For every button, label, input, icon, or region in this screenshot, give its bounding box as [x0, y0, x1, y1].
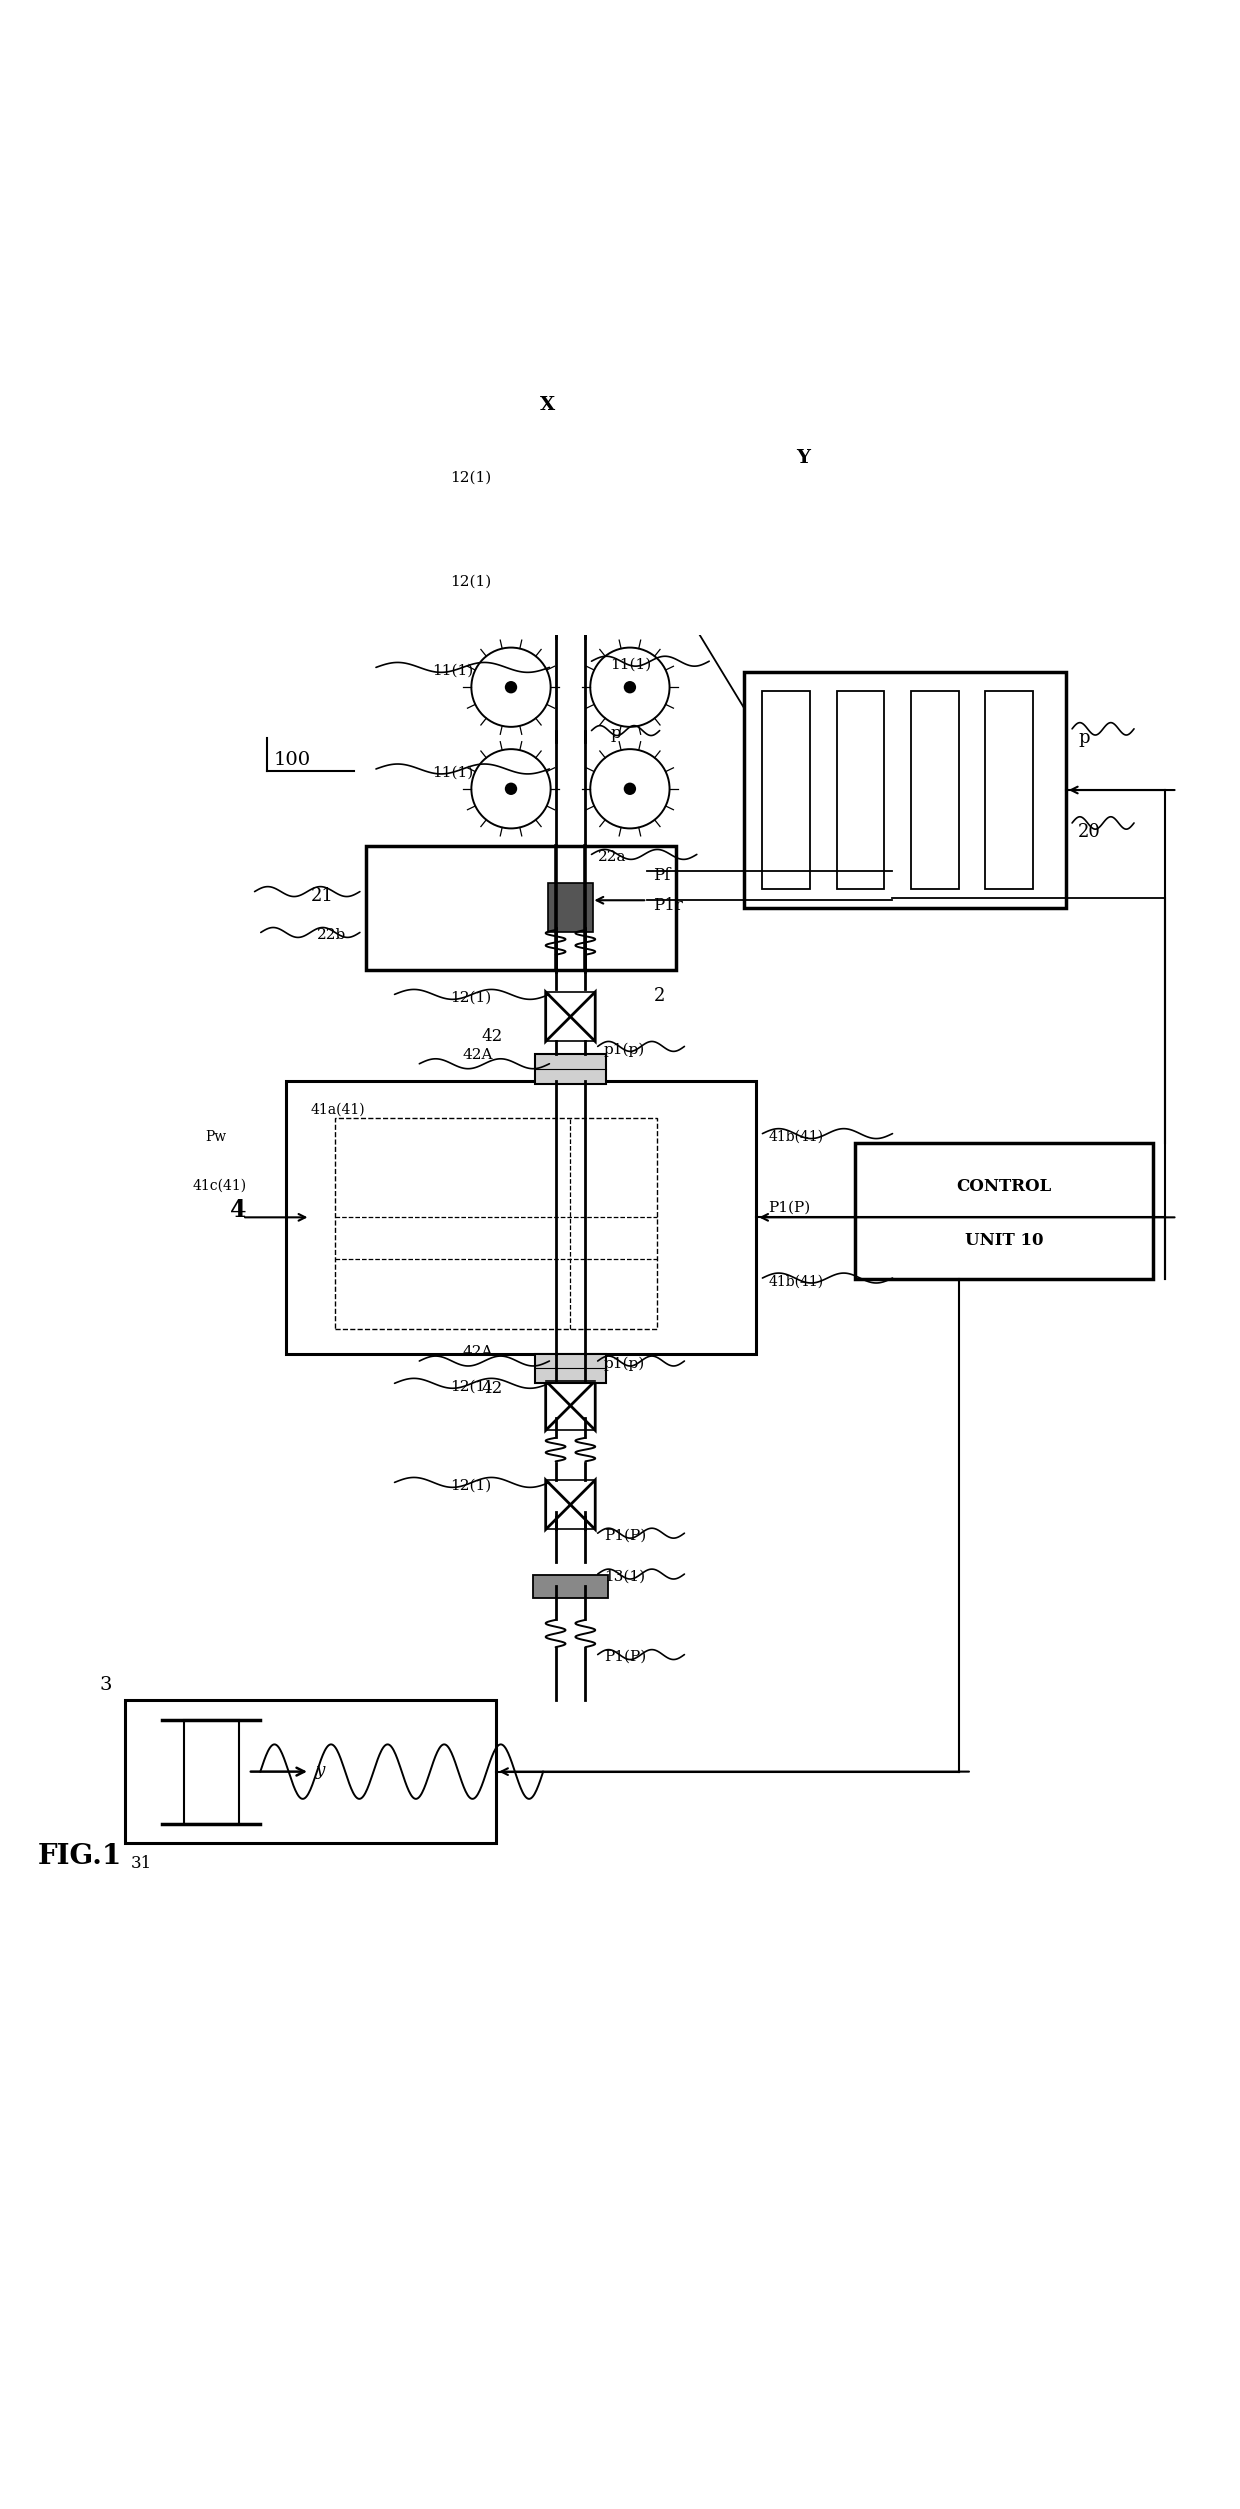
Bar [763, 690, 810, 888]
Text: p1(p): p1(p) [604, 1041, 645, 1056]
Text: 12(1): 12(1) [450, 472, 491, 484]
Text: FIG.1: FIG.1 [38, 1844, 122, 1869]
Bar [986, 690, 1033, 888]
Text: Pw: Pw [205, 1129, 226, 1144]
Circle shape [505, 680, 517, 692]
Text: P1(P): P1(P) [769, 1202, 811, 1214]
Bar [744, 672, 1066, 908]
Text: p1(p): p1(p) [604, 1357, 645, 1372]
Text: 42: 42 [481, 1380, 502, 1398]
Text: p: p [610, 725, 621, 743]
Text: 21: 21 [310, 888, 334, 906]
Text: 12(1): 12(1) [450, 1380, 491, 1392]
Text: 42A: 42A [463, 1049, 494, 1061]
Text: 22b: 22b [316, 928, 346, 941]
Bar [534, 1054, 606, 1084]
Bar [335, 1119, 657, 1330]
Circle shape [624, 680, 636, 692]
Text: UNIT 10: UNIT 10 [965, 1232, 1043, 1249]
Text: 100: 100 [273, 750, 310, 770]
Text: 13(1): 13(1) [604, 1568, 645, 1583]
Bar [533, 1576, 608, 1598]
Circle shape [505, 783, 517, 795]
Text: 2: 2 [653, 986, 665, 1004]
Bar [837, 690, 884, 888]
Bar [534, 1352, 606, 1382]
Text: 11(1): 11(1) [432, 665, 472, 677]
Text: 42A: 42A [463, 1345, 494, 1360]
Text: 41c(41): 41c(41) [192, 1179, 247, 1194]
Text: 12(1): 12(1) [450, 991, 491, 1004]
Text: 11(1): 11(1) [432, 765, 472, 780]
Text: y: y [316, 1761, 325, 1779]
Text: 41b(41): 41b(41) [769, 1129, 823, 1144]
Bar [366, 846, 676, 968]
Text: 20: 20 [1079, 823, 1101, 841]
Bar [911, 690, 959, 888]
Text: 12(1): 12(1) [450, 575, 491, 590]
Text: 12(1): 12(1) [450, 1478, 491, 1493]
Bar [548, 883, 593, 933]
Text: p: p [1079, 730, 1090, 748]
Text: 4: 4 [229, 1199, 247, 1222]
Text: P1r: P1r [653, 898, 683, 913]
Text: P1(P): P1(P) [604, 1651, 646, 1663]
Text: 41a(41): 41a(41) [310, 1104, 365, 1117]
Text: 22a: 22a [598, 851, 626, 863]
Text: 31: 31 [130, 1854, 153, 1872]
Text: 3: 3 [99, 1676, 113, 1694]
Bar [124, 1701, 496, 1842]
Text: 11(1): 11(1) [610, 657, 651, 672]
Bar [184, 1719, 238, 1824]
Text: P1(P): P1(P) [604, 1528, 646, 1543]
Text: Y: Y [796, 449, 810, 467]
Text: 41b(41): 41b(41) [769, 1275, 823, 1290]
Text: X: X [539, 396, 554, 414]
Text: CONTROL: CONTROL [956, 1177, 1052, 1194]
Circle shape [624, 783, 636, 795]
Text: 42: 42 [481, 1029, 502, 1046]
Text: Pf: Pf [653, 868, 671, 886]
Bar [856, 1144, 1153, 1280]
Bar [285, 1081, 756, 1352]
